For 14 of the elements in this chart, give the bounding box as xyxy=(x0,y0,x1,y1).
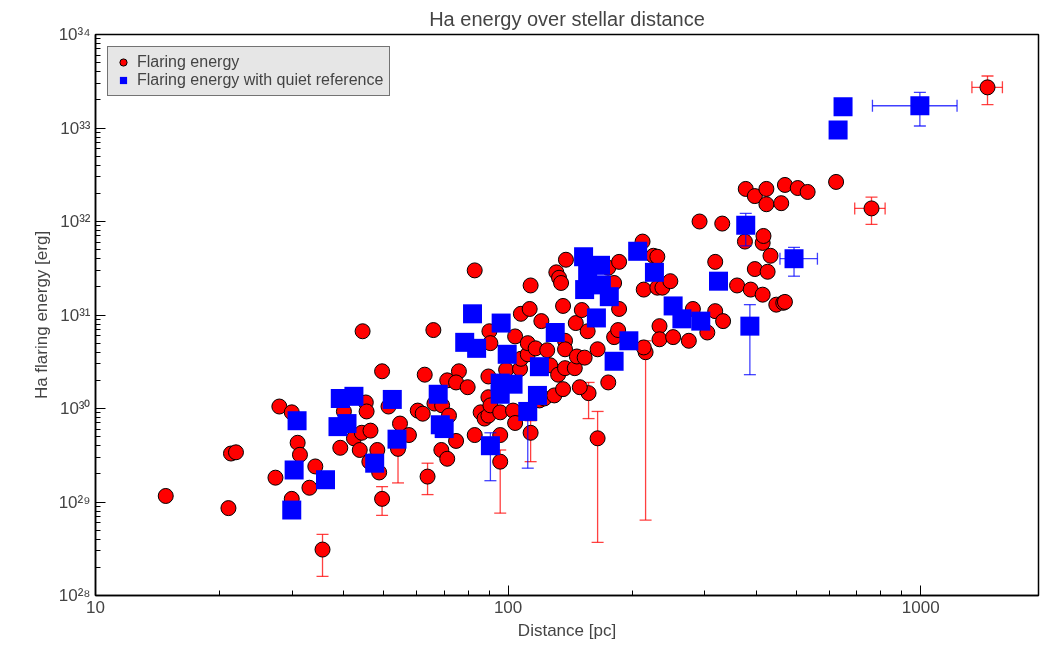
y-tick-label: 10³¹ xyxy=(60,305,91,325)
y-tick-label: 10³² xyxy=(60,212,91,231)
y-tick-label: 10²⁹ xyxy=(58,492,91,512)
y-tick-label: 10³³ xyxy=(60,118,91,138)
x-tick-label: 1000 xyxy=(901,597,940,617)
x-axis-title: Distance [pc] xyxy=(517,620,617,640)
legend-label: Flaring energy xyxy=(137,53,240,71)
chart-title: Ha energy over stellar distance xyxy=(429,7,705,30)
y-tick-label: 10³⁰ xyxy=(59,399,91,418)
y-axis-title: Ha flaring energy [erg] xyxy=(31,230,51,400)
legend-label: Flaring energy with quiet reference xyxy=(137,71,384,89)
x-tick-label: 100 xyxy=(493,597,523,617)
y-tick-label: 10³⁴ xyxy=(58,25,91,44)
x-tick-label: 10 xyxy=(86,597,105,617)
